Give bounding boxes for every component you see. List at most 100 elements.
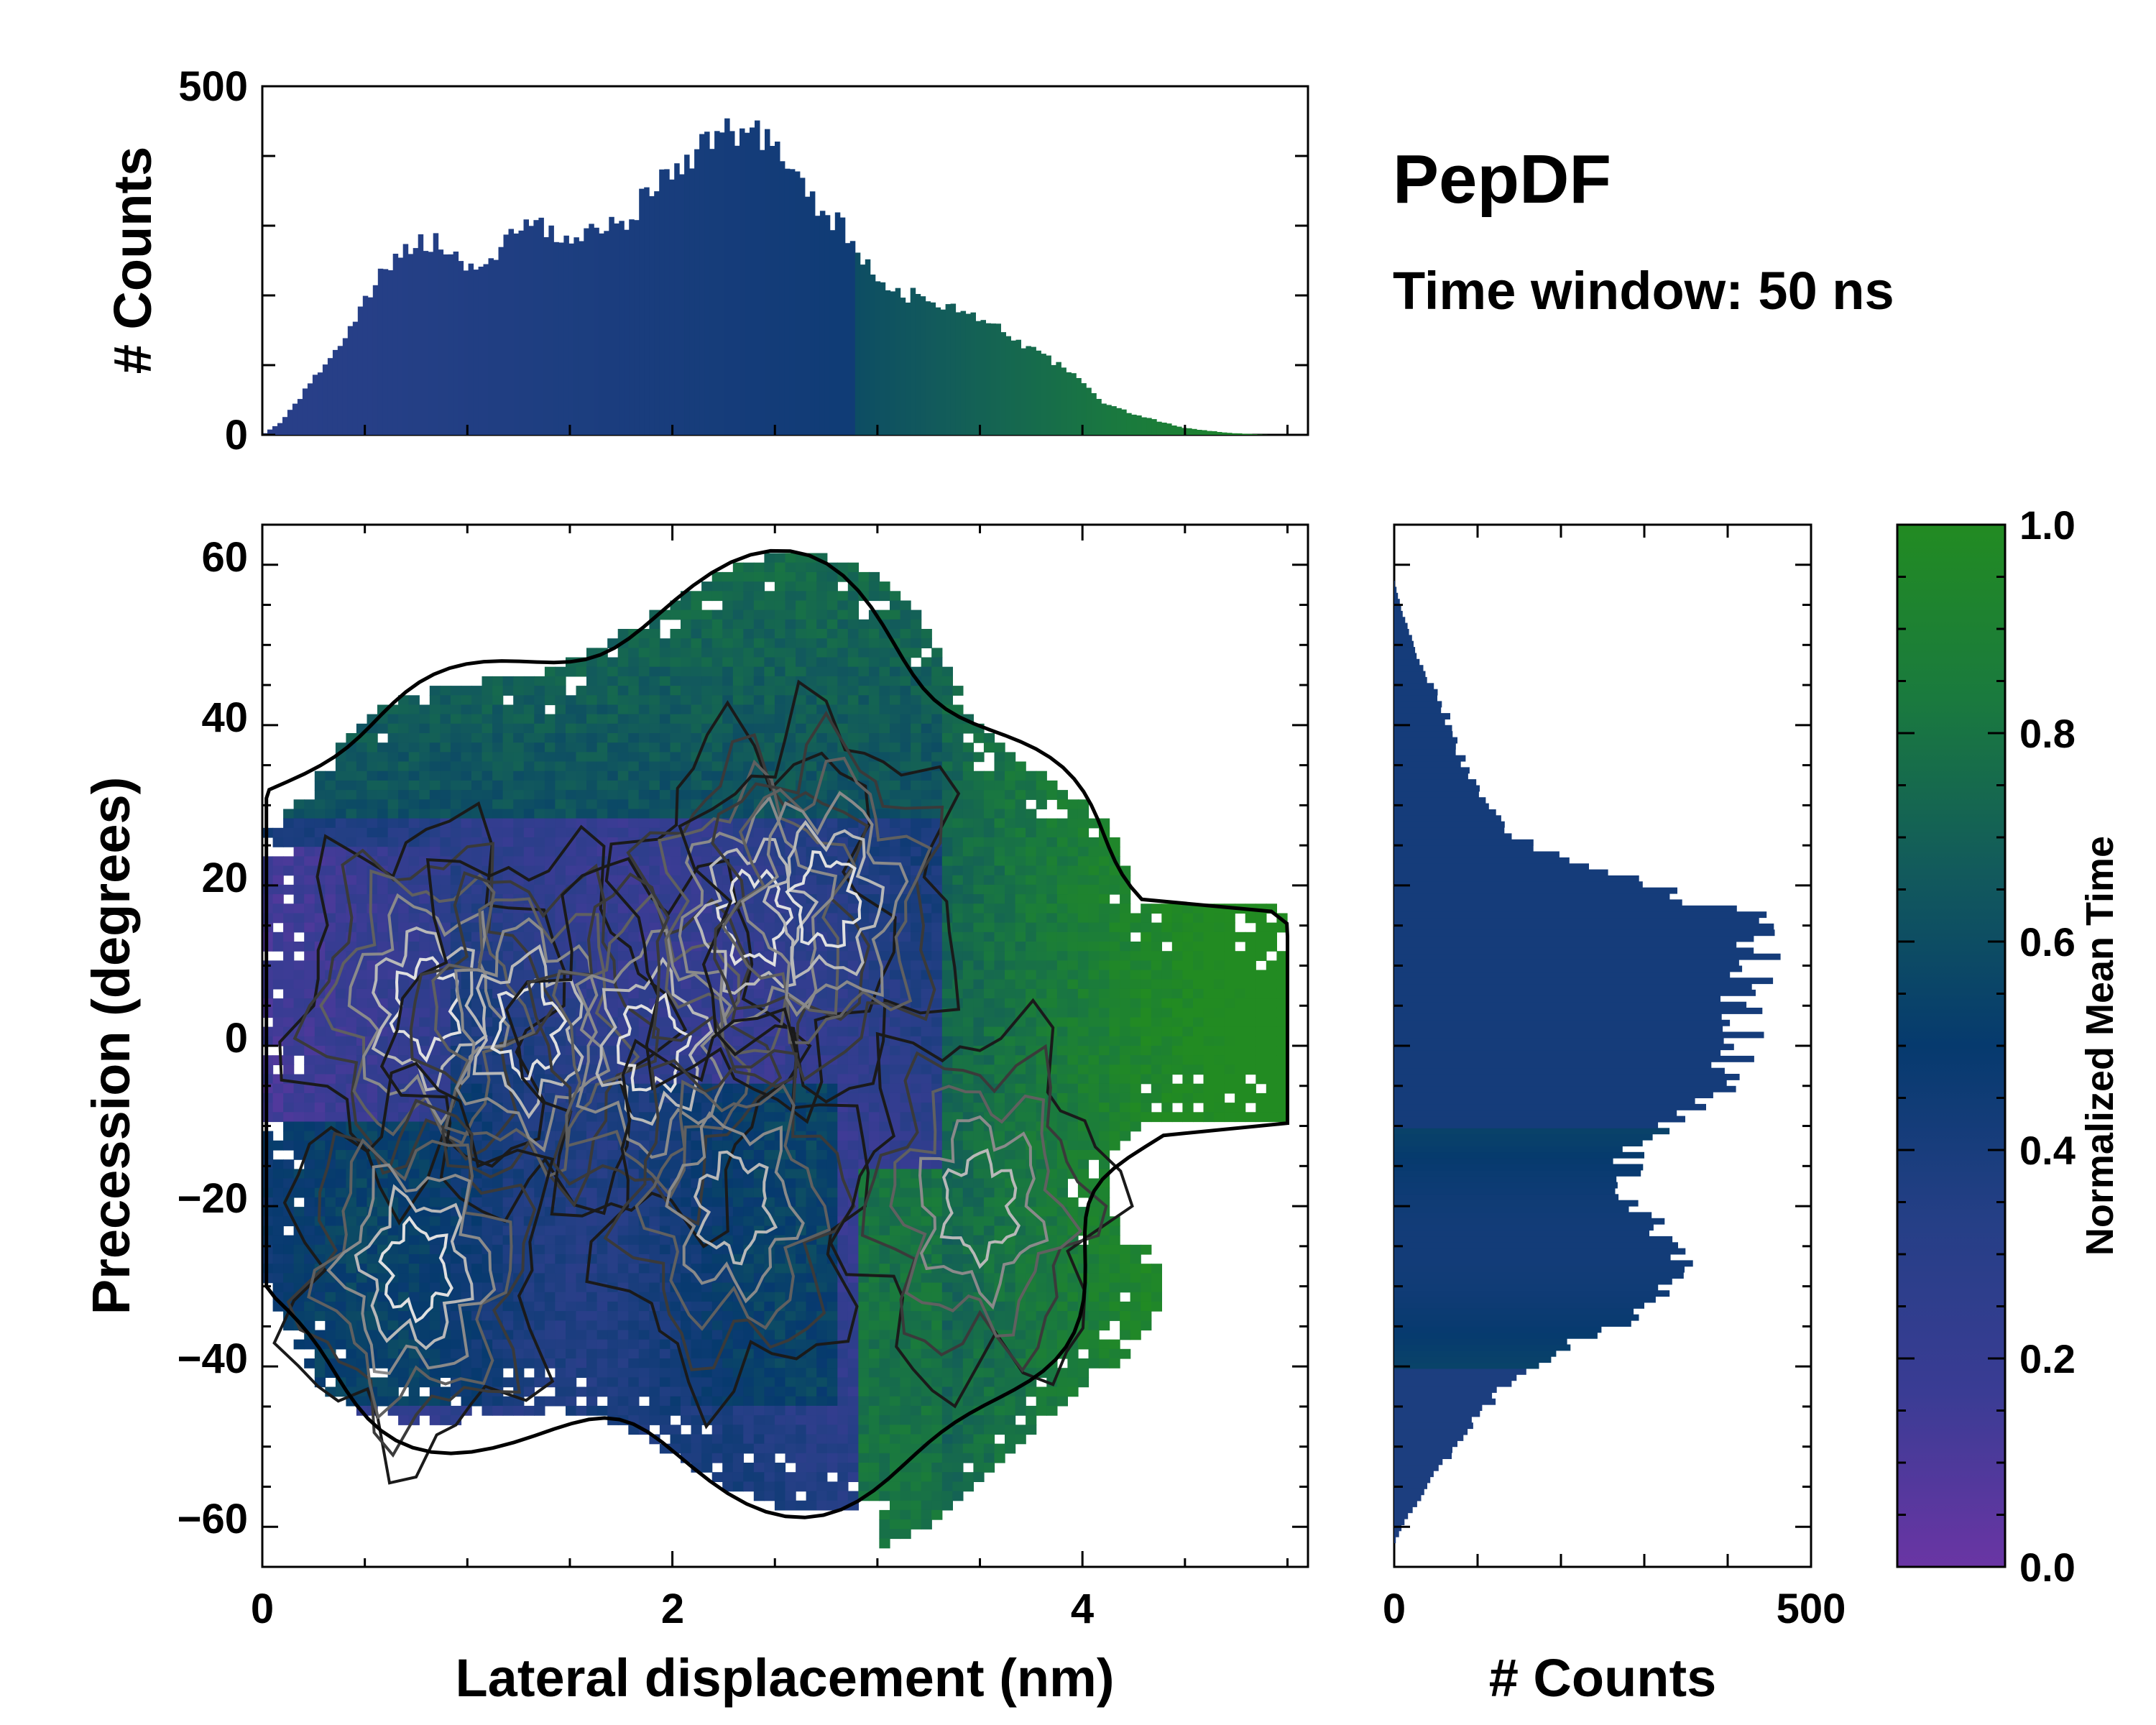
heatmap-cell — [711, 1386, 723, 1397]
top-histogram-bar — [699, 134, 705, 435]
heatmap-cell — [617, 1046, 629, 1056]
heatmap-cell — [796, 1472, 807, 1482]
heatmap-cell — [293, 847, 305, 857]
heatmap-cell — [868, 865, 880, 876]
heatmap-cell — [796, 648, 807, 658]
heatmap-cell — [858, 1301, 870, 1312]
heatmap-cell — [649, 657, 660, 668]
heatmap-cell — [607, 1348, 619, 1359]
heatmap-cell — [732, 686, 744, 696]
heatmap-cell — [711, 1434, 723, 1445]
heatmap-cell — [628, 1320, 640, 1331]
heatmap-cell — [785, 629, 796, 639]
heatmap-cell — [816, 1425, 828, 1435]
heatmap-cell — [659, 818, 671, 829]
heatmap-cell — [806, 1443, 817, 1454]
heatmap-cell — [576, 903, 587, 914]
heatmap-cell — [492, 1092, 504, 1103]
heatmap-cell — [617, 761, 629, 772]
heatmap-cell — [806, 600, 817, 611]
heatmap-cell — [732, 1453, 744, 1463]
heatmap-cell — [649, 1358, 660, 1368]
heatmap-cell — [272, 856, 284, 867]
heatmap-cell — [670, 1386, 681, 1397]
heatmap-cell — [335, 818, 347, 829]
heatmap-cell — [367, 1225, 378, 1236]
heatmap-cell — [429, 714, 441, 724]
heatmap-cell — [534, 1301, 545, 1312]
heatmap-cell — [586, 666, 598, 677]
heatmap-cell — [806, 591, 817, 602]
heatmap-cell — [596, 657, 608, 668]
heatmap-cell — [659, 1386, 671, 1397]
heatmap-cell — [868, 657, 880, 668]
heatmap-cell — [722, 676, 734, 686]
heatmap-cell — [732, 676, 744, 686]
heatmap-cell — [356, 932, 368, 942]
heatmap-cell — [356, 752, 368, 763]
heatmap-cell — [367, 1055, 378, 1065]
heatmap-cell — [681, 686, 692, 696]
heatmap-cell — [283, 1036, 295, 1046]
heatmap-cell — [858, 1074, 870, 1085]
heatmap-cell — [670, 714, 681, 724]
heatmap-cell — [544, 666, 556, 677]
heatmap-cell — [335, 1150, 347, 1160]
heatmap-cell — [272, 1207, 284, 1217]
heatmap-cell — [408, 1178, 420, 1189]
heatmap-cell — [670, 1425, 681, 1435]
heatmap-cell — [440, 827, 451, 838]
heatmap-cell — [356, 1178, 368, 1189]
heatmap-cell — [774, 600, 786, 611]
heatmap-cell — [628, 1396, 640, 1407]
heatmap-cell — [419, 704, 430, 715]
top-histogram-bar — [1066, 372, 1072, 435]
heatmap-cell — [764, 1491, 775, 1501]
heatmap-cell — [293, 1244, 305, 1255]
heatmap-cell — [628, 1017, 640, 1028]
heatmap-cell — [283, 865, 295, 876]
heatmap-cell — [429, 1386, 441, 1397]
top-histogram-bar — [518, 230, 524, 435]
heatmap-cell — [743, 666, 755, 677]
heatmap-cell — [534, 1264, 545, 1274]
heatmap-cell — [293, 827, 305, 838]
heatmap-cell — [272, 1235, 284, 1246]
heatmap-cell — [304, 979, 315, 990]
top-histogram-bar — [765, 129, 770, 435]
heatmap-cell — [659, 790, 671, 800]
heatmap-cell — [691, 1339, 702, 1350]
heatmap-cell — [502, 761, 514, 772]
heatmap-cell — [847, 1396, 859, 1407]
heatmap-cell — [628, 1368, 640, 1378]
heatmap-cell — [837, 1036, 849, 1046]
heatmap-cell — [711, 1197, 723, 1208]
heatmap-cell — [461, 970, 472, 980]
heatmap-cell — [513, 770, 525, 781]
heatmap-cell — [544, 1339, 556, 1350]
heatmap-cell — [482, 1311, 493, 1321]
top-histogram-bar — [930, 302, 936, 435]
top-histogram-bar — [1257, 434, 1263, 435]
heatmap-cell — [617, 1405, 629, 1416]
heatmap-cell — [764, 657, 775, 668]
heatmap-cell — [764, 723, 775, 734]
heatmap-cell — [607, 913, 619, 924]
heatmap-cell — [826, 600, 838, 611]
heatmap-cell — [806, 1463, 817, 1473]
heatmap-cell — [429, 1131, 441, 1141]
heatmap-cell — [586, 1348, 598, 1359]
heatmap-cell — [566, 1292, 577, 1302]
heatmap-cell — [816, 1491, 828, 1501]
heatmap-cell — [461, 1244, 472, 1255]
heatmap-cell — [701, 1301, 713, 1312]
heatmap-cell — [732, 1320, 744, 1331]
heatmap-cell — [743, 562, 755, 573]
heatmap-cell — [293, 1092, 305, 1103]
heatmap-cell — [732, 629, 744, 639]
top-histogram-bar — [302, 388, 308, 435]
heatmap-cell — [450, 865, 462, 876]
heatmap-cell — [387, 837, 399, 847]
heatmap-cell — [555, 1273, 566, 1284]
